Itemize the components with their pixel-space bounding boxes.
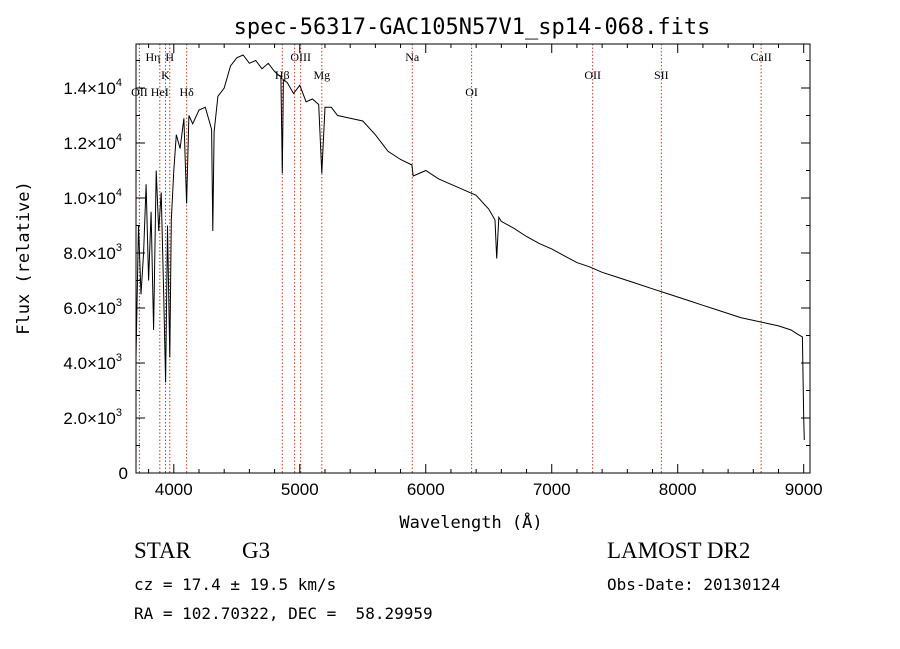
y-tick-label: 2.0×103	[63, 407, 122, 428]
line-label: Hδ	[179, 85, 194, 99]
plot-frame	[135, 43, 811, 474]
line-label: CaII	[750, 50, 771, 64]
line-label: OII	[131, 85, 148, 99]
redshift-text: cz = 17.4 ± 19.5 km/s	[134, 575, 337, 594]
x-axis-ticks: 4000 5000 6000 7000 8000 9000	[148, 44, 823, 499]
line-label: Hη	[146, 50, 161, 64]
x-tick-label: 5000	[281, 480, 319, 499]
line-label: Hβ	[275, 68, 290, 82]
obs-date-text: Obs-Date: 20130124	[607, 575, 781, 594]
x-tick-label: 8000	[659, 480, 697, 499]
emission-line-markers	[138, 44, 762, 473]
x-tick-label: 7000	[533, 480, 571, 499]
line-label: SII	[654, 68, 669, 82]
line-label: OII	[584, 68, 601, 82]
y-tick-label: 8.0×103	[63, 242, 122, 263]
spectrum-line	[136, 54, 805, 441]
line-label: H	[165, 50, 174, 64]
spectrum-series	[136, 54, 805, 441]
line-label: OIII	[290, 50, 311, 64]
y-axis-ticks: 0 2.0×103 4.0×103 6.0×103 8.0×103 1.0×104 1.2×…	[63, 60, 810, 483]
line-label: K	[161, 68, 170, 82]
y-tick-label: 0	[119, 464, 128, 483]
y-tick-label: 4.0×103	[63, 352, 122, 373]
x-tick-label: 6000	[407, 480, 445, 499]
y-tick-label: 1.4×104	[63, 77, 122, 98]
spectral-subclass: G3	[242, 538, 271, 563]
object-class: STAR	[134, 538, 191, 563]
y-tick-label: 1.0×104	[63, 187, 122, 208]
y-tick-label: 6.0×103	[63, 297, 122, 318]
survey-name: LAMOST DR2	[607, 538, 751, 563]
chart-title: spec-56317-GAC105N57V1_sp14-068.fits	[234, 15, 711, 40]
x-tick-label: 9000	[785, 480, 823, 499]
x-axis-label: Wavelength (Å)	[399, 511, 542, 533]
line-label: Na	[405, 50, 420, 64]
x-tick-label: 4000	[155, 480, 193, 499]
coordinates-text: RA = 102.70322, DEC = 58.29959	[134, 604, 433, 623]
y-tick-label: 1.2×104	[63, 132, 122, 153]
y-axis-label: Flux (relative)	[14, 181, 34, 335]
line-label: Mg	[313, 68, 330, 82]
line-label: HeI	[151, 85, 169, 99]
line-label: OI	[465, 85, 478, 99]
